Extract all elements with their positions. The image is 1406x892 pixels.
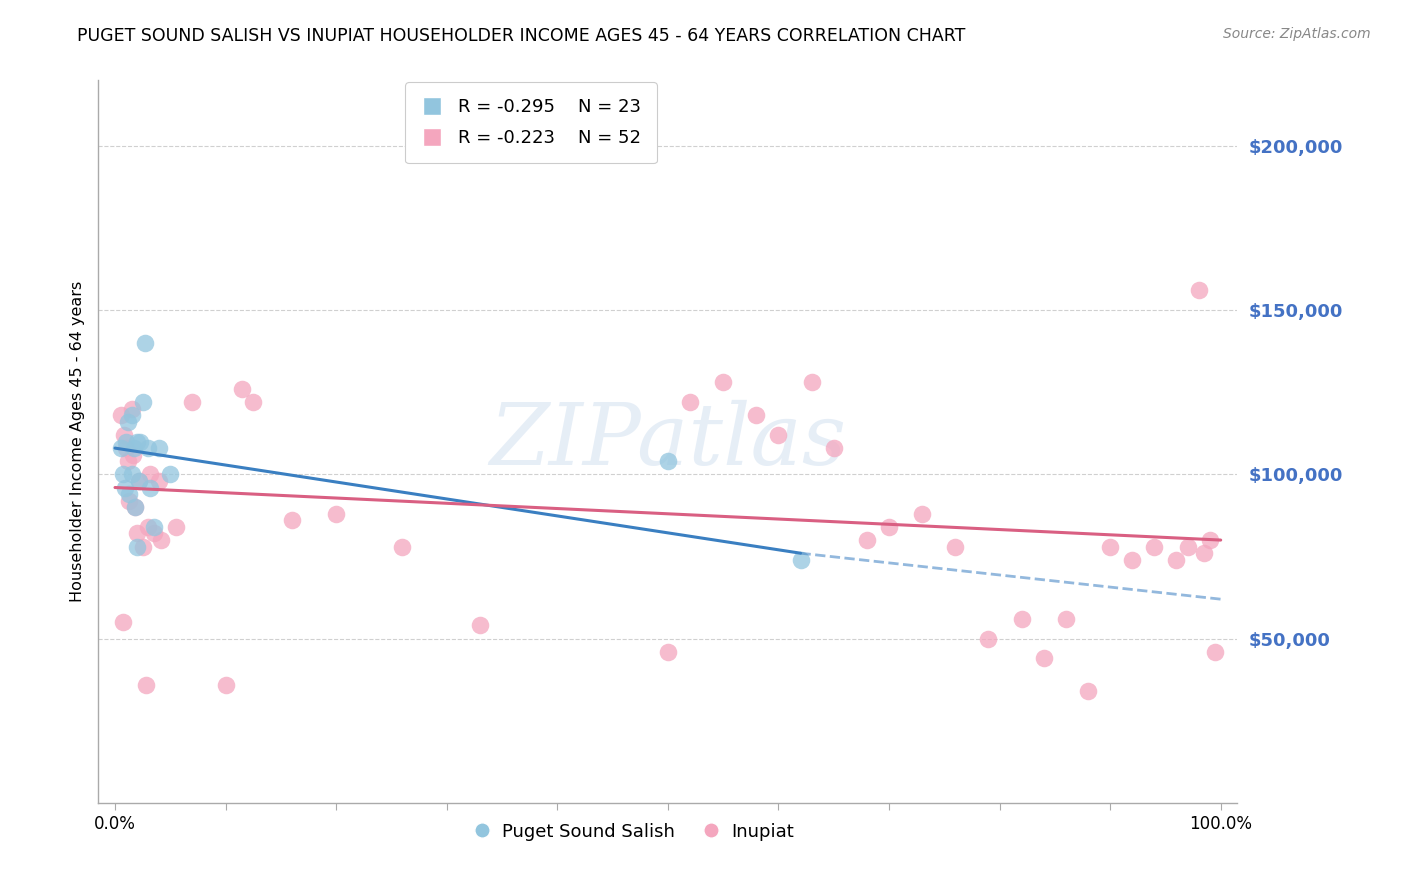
Point: [122, 441, 145, 455]
Point: [789, 553, 811, 567]
Point: [118, 487, 141, 501]
Point: [117, 454, 139, 468]
Point: [114, 481, 136, 495]
Point: [823, 441, 845, 455]
Legend: Puget Sound Salish, Inupiat: Puget Sound Salish, Inupiat: [467, 815, 801, 848]
Point: [139, 467, 162, 482]
Point: [127, 434, 149, 449]
Point: [165, 520, 187, 534]
Point: [1166, 553, 1188, 567]
Point: [118, 493, 141, 508]
Text: ZIPatlas: ZIPatlas: [489, 401, 846, 483]
Point: [1054, 612, 1077, 626]
Point: [391, 540, 413, 554]
Point: [128, 474, 150, 488]
Point: [142, 526, 165, 541]
Point: [128, 474, 150, 488]
Point: [111, 615, 134, 630]
Point: [121, 401, 143, 416]
Point: [111, 467, 134, 482]
Point: [150, 533, 173, 547]
Point: [768, 428, 790, 442]
Point: [468, 618, 491, 632]
Point: [159, 467, 181, 482]
Point: [142, 520, 165, 534]
Point: [112, 428, 135, 442]
Point: [136, 441, 159, 455]
Point: [1032, 651, 1054, 665]
Point: [242, 395, 264, 409]
Point: [134, 336, 156, 351]
Point: [1177, 540, 1199, 554]
Point: [325, 507, 347, 521]
Point: [110, 409, 132, 423]
Point: [657, 454, 679, 468]
Point: [115, 434, 138, 449]
Point: [1143, 540, 1166, 554]
Point: [181, 395, 204, 409]
Point: [911, 507, 934, 521]
Point: [127, 526, 149, 541]
Point: [1192, 546, 1215, 560]
Point: [1121, 553, 1143, 567]
Point: [124, 500, 146, 515]
Point: [1198, 533, 1220, 547]
Y-axis label: Householder Income Ages 45 - 64 years: Householder Income Ages 45 - 64 years: [69, 281, 84, 602]
Point: [877, 520, 900, 534]
Point: [679, 395, 702, 409]
Point: [136, 520, 159, 534]
Point: [121, 409, 143, 423]
Point: [127, 540, 149, 554]
Point: [711, 376, 734, 390]
Point: [148, 441, 170, 455]
Point: [1187, 284, 1209, 298]
Point: [231, 382, 253, 396]
Point: [124, 500, 146, 515]
Point: [135, 677, 157, 691]
Point: [657, 645, 679, 659]
Point: [148, 474, 170, 488]
Point: [856, 533, 879, 547]
Point: [1011, 612, 1033, 626]
Point: [121, 448, 143, 462]
Text: Source: ZipAtlas.com: Source: ZipAtlas.com: [1223, 27, 1371, 41]
Point: [117, 415, 139, 429]
Text: PUGET SOUND SALISH VS INUPIAT HOUSEHOLDER INCOME AGES 45 - 64 YEARS CORRELATION : PUGET SOUND SALISH VS INUPIAT HOUSEHOLDE…: [77, 27, 966, 45]
Point: [281, 513, 304, 527]
Point: [131, 395, 153, 409]
Point: [745, 409, 768, 423]
Point: [115, 441, 138, 455]
Point: [121, 467, 143, 482]
Point: [139, 481, 162, 495]
Point: [1077, 684, 1099, 698]
Point: [800, 376, 823, 390]
Point: [129, 434, 152, 449]
Point: [943, 540, 966, 554]
Point: [977, 632, 1000, 646]
Point: [110, 441, 132, 455]
Point: [1099, 540, 1122, 554]
Point: [214, 677, 236, 691]
Point: [131, 540, 153, 554]
Point: [1204, 645, 1226, 659]
